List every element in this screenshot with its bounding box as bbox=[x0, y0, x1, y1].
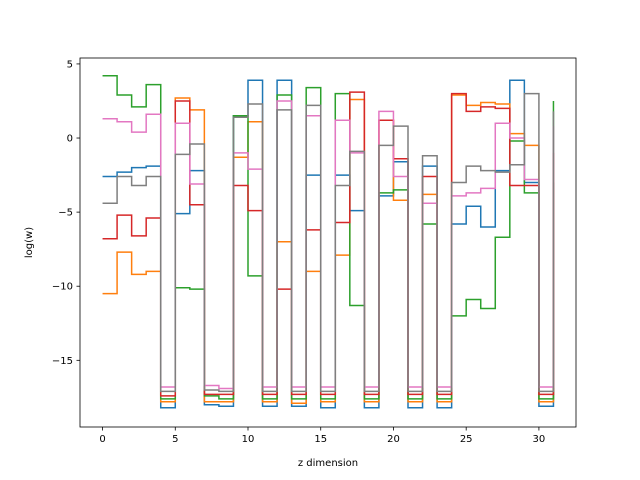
y-axis-label: log(w) bbox=[24, 227, 35, 258]
x-tick-label: 10 bbox=[242, 434, 255, 445]
x-tick-label: 20 bbox=[387, 434, 400, 445]
axes-frame bbox=[79, 57, 577, 428]
plot-lines bbox=[102, 75, 555, 409]
x-axis-label: z dimension bbox=[298, 458, 358, 469]
series-line-1 bbox=[102, 79, 555, 409]
y-tick-label: −5 bbox=[58, 208, 73, 219]
series-line-4 bbox=[102, 91, 555, 397]
x-tick-label: 5 bbox=[172, 434, 178, 445]
x-axis-ticks: 0 5 10 15 20 25 30 bbox=[99, 427, 545, 445]
x-tick-label: 15 bbox=[314, 434, 327, 445]
x-tick-label: 25 bbox=[460, 434, 473, 445]
x-tick-label: 0 bbox=[99, 434, 105, 445]
y-tick-label: 5 bbox=[67, 59, 73, 70]
series-line-3 bbox=[102, 75, 555, 400]
y-tick-label: −10 bbox=[52, 282, 73, 293]
series-line-6 bbox=[102, 92, 555, 393]
y-tick-label: −15 bbox=[52, 356, 73, 367]
y-axis-ticks: 5 0 −5 −10 −15 bbox=[52, 59, 80, 367]
y-tick-label: 0 bbox=[67, 134, 73, 145]
x-tick-label: 30 bbox=[533, 434, 546, 445]
